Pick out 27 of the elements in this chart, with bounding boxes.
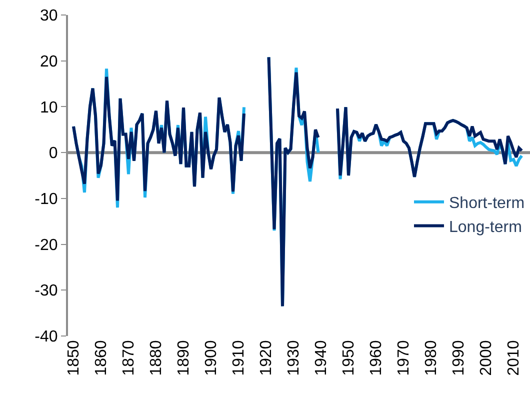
x-tick-label: 1860 <box>93 340 110 376</box>
x-tick-label: 1930 <box>286 340 303 376</box>
x-tick-label: 2000 <box>478 340 496 376</box>
x-tick-label: 1960 <box>368 340 386 376</box>
y-tick-label: 0 <box>48 145 58 162</box>
x-tick-label: 1920 <box>258 340 276 376</box>
y-tick-label: 10 <box>40 99 58 116</box>
y-tick-label: -30 <box>34 282 58 300</box>
x-tick-label: 1910 <box>230 340 248 376</box>
y-tick-label: -20 <box>34 236 58 254</box>
x-tick-label: 1950 <box>340 340 358 376</box>
x-tick-label: 1970 <box>396 340 413 376</box>
legend-label: Long-term <box>449 218 522 236</box>
x-tick-label: 1870 <box>120 340 138 376</box>
x-tick-label: 2010 <box>506 340 523 376</box>
y-tick-label: -40 <box>34 328 58 346</box>
y-tick-label: 30 <box>40 8 58 25</box>
y-tick-label: -10 <box>34 191 58 208</box>
legend-label: Short-term <box>449 195 525 212</box>
x-tick-label: 1850 <box>66 340 83 376</box>
x-tick-label: 1990 <box>450 340 468 376</box>
x-tick-label: 1890 <box>176 340 193 376</box>
y-tick-label: 20 <box>40 53 58 70</box>
x-tick-label: 1940 <box>313 340 330 376</box>
x-tick-label: 1880 <box>148 340 166 376</box>
x-tick-label: 1900 <box>203 340 220 376</box>
x-tick-label: 1980 <box>423 340 440 376</box>
